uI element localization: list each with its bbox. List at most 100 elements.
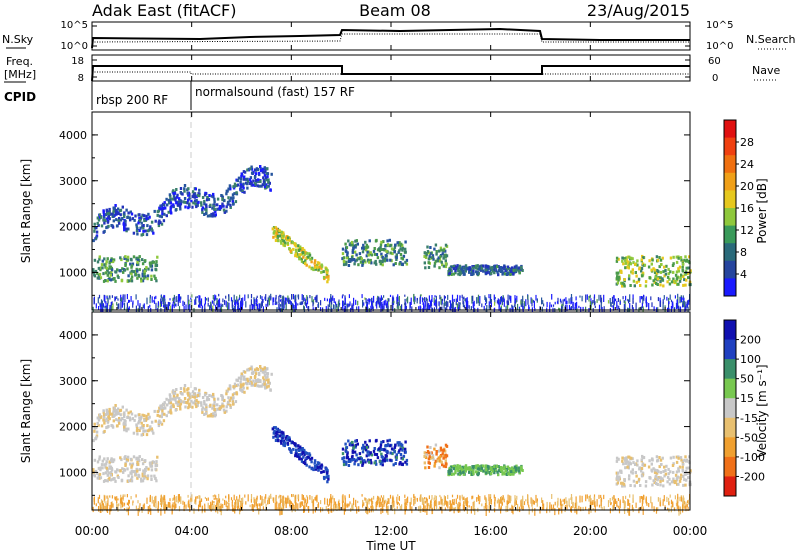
scatter-cell [424,497,426,500]
scatter-cell [204,505,206,512]
scatter-cell [404,306,406,312]
scatter-cell [344,505,346,512]
scatter-cell [484,264,487,268]
scatter-cell [659,501,661,507]
scatter-cell [549,502,551,509]
scatter-cell [191,499,193,502]
scatter-cell [390,259,393,263]
scatter-cell [380,440,383,444]
scatter-cell [435,450,438,453]
scatter-cell [444,255,447,259]
scatter-cell [282,234,285,238]
scatter-cell [332,504,335,512]
scatter-cell [658,456,661,459]
scatter-cell [620,281,623,285]
scatter-cell [456,503,458,512]
scatter-cell [613,500,615,509]
scatter-cell [426,308,428,315]
scatter-cell [402,454,406,458]
scatter-cell [332,495,334,500]
scatter-cell [267,180,270,184]
scatter-cell [203,193,207,197]
scatter-cell [362,299,364,308]
scatter-cell [687,506,689,511]
scatter-cell [262,178,266,182]
scatter-cell [254,368,257,372]
scatter-cell [370,261,373,265]
scatter-cell [609,308,611,315]
scatter-cell [169,206,172,210]
scatter-cell [122,295,124,303]
scatter-cell [292,247,295,251]
scatter-cell [450,504,452,512]
scatter-cell [373,295,375,303]
scatter-cell [156,210,159,214]
scatter-cell [197,200,200,204]
scatter-cell [220,503,222,512]
scatter-cell [352,246,355,250]
scatter-cell [432,457,435,461]
scatter-cell [302,461,305,464]
scatter-cell [103,221,106,225]
scatter-cell [107,415,110,419]
scatter-cell [675,470,679,474]
scatter-cell [172,391,175,395]
scatter-cell [404,460,407,464]
scatter-cell [332,295,334,301]
scatter-cell [137,462,140,466]
scatter-cell [278,495,280,499]
scatter-cell [172,205,175,209]
scatter-cell [126,502,128,506]
scatter-cell [659,276,662,280]
scatter-cell [683,301,685,308]
scatter-cell [499,470,503,473]
scatter-cell [239,508,241,515]
scatter-cell [125,408,128,412]
scatter-cell [298,453,301,457]
scatter-cell [370,498,372,502]
scatter-cell [466,507,468,514]
scatter-cell [648,503,650,508]
scatter-cell [497,469,501,473]
scatter-cell [454,469,457,473]
scatter-cell [645,298,647,304]
scatter-cell [109,307,111,315]
scatter-cell [293,507,295,511]
scatter-cell [106,412,109,416]
scatter-cell [395,253,398,257]
scatter-cell [140,421,143,425]
scatter-cell [114,296,116,301]
scatter-cell [138,213,141,217]
scatter-cell [250,365,253,369]
scatter-cell [514,468,518,472]
colorbar-segment [724,243,736,262]
scatter-cell [122,422,125,426]
scatter-cell [502,495,504,500]
scatter-cell [429,256,432,260]
scatter-cell [384,457,387,461]
scatter-cell [600,294,602,303]
scatter-cell [350,443,353,447]
scatter-cell [378,502,381,508]
scatter-cell [298,247,302,251]
scatter-cell [505,305,507,313]
scatter-cell [616,281,620,285]
scatter-cell [194,387,197,391]
scatter-cell [285,435,288,439]
scatter-cell [405,262,409,266]
scatter-cell [233,392,236,396]
scatter-cell [484,464,487,468]
scatter-cell [264,496,266,504]
scatter-cell [96,416,99,420]
scatter-cell [115,224,119,228]
scatter-cell [106,269,109,273]
scatter-cell [169,406,172,410]
scatter-cell [230,297,233,302]
scatter-cell [464,298,466,301]
scatter-cell [117,298,119,301]
scatter-cell [169,398,172,402]
scatter-cell [103,457,106,461]
scatter-cell [182,400,186,404]
scatter-cell [188,299,190,302]
scatter-cell [579,495,581,503]
